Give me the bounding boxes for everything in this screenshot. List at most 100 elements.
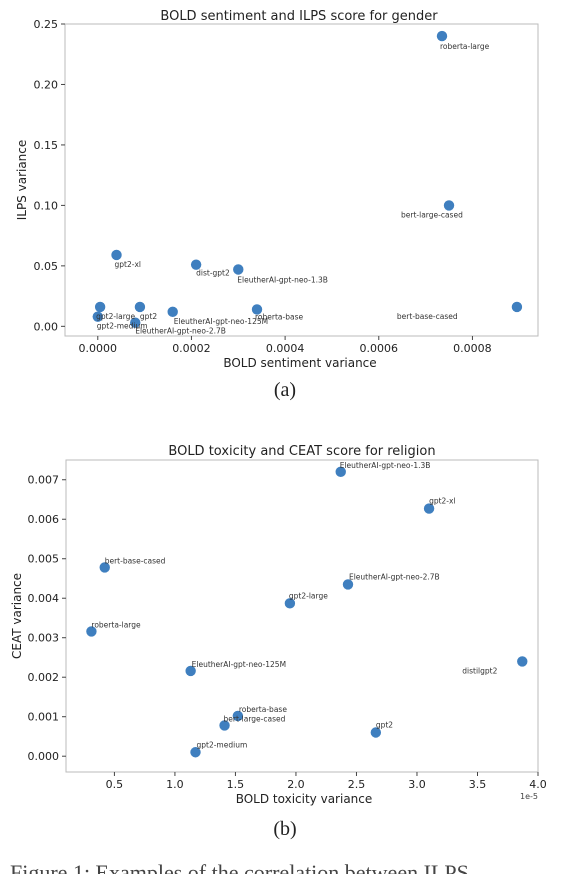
point-eleutherai-gpt-neo-2-7b xyxy=(342,579,354,590)
point-label-roberta-base: roberta-base xyxy=(239,705,287,714)
point-bert-large-cased xyxy=(443,200,455,211)
point-label-eleutherai-gpt-neo-2-7b: EleutherAI-gpt-neo-2.7B xyxy=(349,572,440,581)
point-label-gpt2-large: gpt2-large xyxy=(289,591,328,600)
caption-a: (a) xyxy=(274,379,296,401)
x-tick-label: 2.5 xyxy=(348,778,366,791)
caption-b: (b) xyxy=(273,818,296,840)
y-tick-label: 0.002 xyxy=(28,671,60,684)
chart-b-x-axis-label: BOLD toxicity variance xyxy=(236,792,373,806)
point-roberta-base xyxy=(251,304,263,315)
point-gpt2 xyxy=(134,301,146,313)
point-eleutherai-gpt-neo-2-7b xyxy=(130,317,141,328)
y-tick-label: 0.005 xyxy=(28,553,60,566)
chart-b-point-labels: EleutherAI-gpt-neo-1.3B gpt2-xl bert-base-… xyxy=(91,461,497,749)
chart-b-y-axis-label: CEAT variance xyxy=(10,573,24,659)
x-tick-label: 3.0 xyxy=(408,778,426,791)
point-label-eleutherai-gpt-neo-1-3b: EleutherAI-gpt-neo-1.3B xyxy=(237,275,328,284)
y-tick-label: 0.25 xyxy=(34,18,59,31)
point-gpt2-xl xyxy=(423,503,435,514)
point-label-eleutherai-gpt-neo-2-7b: EleutherAI-gpt-neo-2.7B xyxy=(135,327,226,336)
chart-a-y-ticks: 0.00 0.05 0.10 0.15 0.20 0.25 xyxy=(34,18,65,333)
y-tick-label: 0.15 xyxy=(34,139,59,152)
x-tick-label: 0.0006 xyxy=(360,342,399,355)
point-label-eleutherai-gpt-neo-125m: EleutherAI-gpt-neo-125M xyxy=(174,317,268,326)
point-bert-base-cased xyxy=(511,301,523,313)
point-label-bert-base-cased: bert-base-cased xyxy=(105,556,166,565)
chart-a-y-axis-label: ILPS variance xyxy=(15,140,29,221)
point-gpt2-xl xyxy=(111,249,122,261)
y-tick-label: 0.10 xyxy=(34,199,59,212)
point-gpt2-medium xyxy=(92,311,103,322)
chart-b-x-multiplier: 1e-5 xyxy=(520,792,538,801)
point-label-gpt2: gpt2 xyxy=(140,312,157,321)
point-label-gpt2-large: gpt2-large xyxy=(96,312,135,321)
point-label-gpt2: gpt2 xyxy=(376,721,393,730)
footer-fragment-text: Figure 1: Examples of the correlation be… xyxy=(10,864,469,874)
chart-a-points xyxy=(92,30,523,328)
point-bert-large-cased xyxy=(219,720,230,731)
x-tick-label: 0.0004 xyxy=(266,342,305,355)
x-tick-label: 0.0008 xyxy=(453,342,492,355)
point-label-bert-base-cased: bert-base-cased xyxy=(397,312,458,321)
point-label-eleutherai-gpt-neo-1-3b: EleutherAI-gpt-neo-1.3B xyxy=(340,461,431,470)
point-label-roberta-large: roberta-large xyxy=(440,42,490,51)
x-tick-label: 1.5 xyxy=(227,778,245,791)
chart-a-background xyxy=(0,0,570,370)
y-tick-label: 0.05 xyxy=(34,260,59,273)
chart-b-points xyxy=(86,466,528,758)
point-label-gpt2-xl: gpt2-xl xyxy=(429,497,455,506)
chart-a-plot-frame xyxy=(64,23,539,337)
point-label-gpt2-medium: gpt2-medium xyxy=(97,322,148,331)
y-tick-label: 0.003 xyxy=(28,632,60,645)
point-gpt2-large xyxy=(94,301,106,313)
point-eleutherai-gpt-neo-125m xyxy=(167,306,178,318)
y-tick-label: 0.20 xyxy=(34,78,59,91)
x-tick-label: 2.0 xyxy=(287,778,305,791)
point-gpt2-large xyxy=(284,598,296,609)
point-dist-gpt2 xyxy=(190,259,202,270)
point-eleutherai-gpt-neo-1-3b xyxy=(335,466,346,478)
chart-b-plot-frame xyxy=(65,459,539,773)
point-label-dist-gpt2: dist-gpt2 xyxy=(196,269,230,278)
x-tick-label: 0.5 xyxy=(106,778,124,791)
chart-a-x-ticks: 0.0000 0.0002 0.0004 0.0006 0.0008 xyxy=(79,336,492,355)
x-tick-label: 0.0002 xyxy=(172,342,211,355)
y-tick-label: 0.000 xyxy=(28,750,60,763)
point-bert-base-cased xyxy=(99,562,110,573)
chart-a-point-labels: roberta-large bert-large-cased gpt2-xl dist… xyxy=(96,42,489,336)
chart-a: BOLD sentiment and ILPS score for gender… xyxy=(0,0,570,370)
point-label-bert-large-cased: bert-large-cased xyxy=(401,210,463,219)
y-tick-label: 0.00 xyxy=(34,320,59,333)
x-tick-label: 0.0000 xyxy=(79,342,118,355)
point-label-eleutherai-gpt-neo-125m: EleutherAI-gpt-neo-125M xyxy=(192,660,286,669)
chart-b-title: BOLD toxicity and CEAT score for religio… xyxy=(168,444,435,459)
point-eleutherai-gpt-neo-1-3b xyxy=(233,264,244,275)
chart-b-y-ticks: 0.000 0.001 0.002 0.003 0.004 0.005 0.006 0.007 xyxy=(28,474,66,763)
point-label-bert-large-cased: bert-large-cased xyxy=(224,714,286,723)
footer-fragment: Figure 1: Examples of the correlation be… xyxy=(0,864,570,874)
point-label-roberta-large: roberta-large xyxy=(91,620,141,629)
x-tick-label: 3.5 xyxy=(469,778,487,791)
point-roberta-large xyxy=(436,30,448,42)
chart-a-title: BOLD sentiment and ILPS score for gender xyxy=(160,9,438,24)
point-label-gpt2-xl: gpt2-xl xyxy=(115,260,141,269)
point-label-gpt2-medium: gpt2-medium xyxy=(196,740,247,749)
y-tick-label: 0.007 xyxy=(28,474,60,487)
x-tick-label: 4.0 xyxy=(529,778,547,791)
point-roberta-base xyxy=(232,710,244,722)
point-gpt2-medium xyxy=(190,747,201,758)
chart-b-x-ticks: 0.5 1.0 1.5 2.0 2.5 3.0 3.5 4.0 xyxy=(106,772,547,791)
point-distilgpt2 xyxy=(517,656,528,667)
x-tick-label: 1.0 xyxy=(166,778,184,791)
point-gpt2 xyxy=(370,727,382,738)
y-tick-label: 0.004 xyxy=(28,592,60,605)
point-eleutherai-gpt-neo-125m xyxy=(185,665,196,677)
point-label-roberta-base: roberta-base xyxy=(255,312,303,321)
chart-a-x-axis-label: BOLD sentiment variance xyxy=(223,356,376,370)
point-label-distilgpt2: distilgpt2 xyxy=(462,666,497,675)
chart-b: BOLD toxicity and CEAT score for religio… xyxy=(10,444,547,806)
y-tick-label: 0.001 xyxy=(28,711,60,724)
y-tick-label: 0.006 xyxy=(28,513,60,526)
point-roberta-large xyxy=(86,626,97,637)
